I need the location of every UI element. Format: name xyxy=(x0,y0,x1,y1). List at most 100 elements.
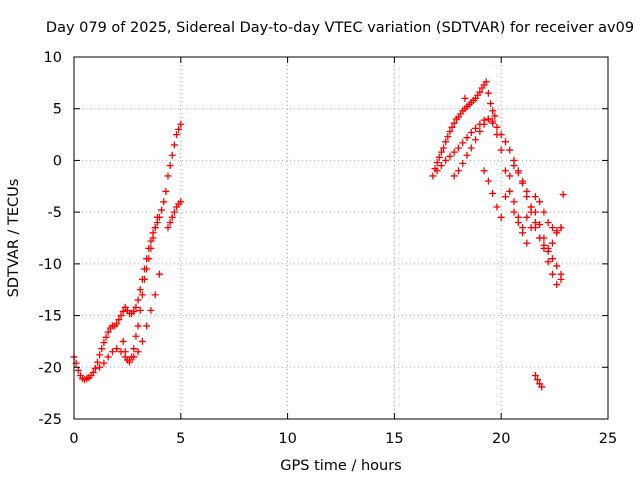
data-point xyxy=(553,281,561,289)
data-point xyxy=(170,208,178,216)
data-point xyxy=(557,275,565,283)
data-point xyxy=(540,208,548,216)
data-point xyxy=(472,124,480,132)
data-point xyxy=(544,258,552,266)
data-point xyxy=(149,234,157,242)
data-point xyxy=(510,162,518,170)
data-point xyxy=(155,270,163,278)
data-point xyxy=(444,133,452,141)
data-point xyxy=(538,383,546,391)
data-point xyxy=(93,358,101,366)
data-point xyxy=(557,224,565,232)
data-point xyxy=(113,320,121,328)
data-point xyxy=(91,364,99,372)
data-point xyxy=(450,119,458,127)
data-point xyxy=(145,255,153,263)
data-point xyxy=(506,146,514,154)
data-point xyxy=(102,333,110,341)
data-point xyxy=(437,162,445,170)
x-tick-labels: 0 5 10 15 20 25 xyxy=(69,431,617,447)
data-point xyxy=(540,234,548,242)
data-point xyxy=(531,193,539,201)
data-point xyxy=(166,218,174,226)
data-point xyxy=(536,221,544,229)
data-point xyxy=(497,213,505,221)
data-point xyxy=(548,224,556,232)
data-point xyxy=(531,218,539,226)
data-point xyxy=(506,172,514,180)
data-point xyxy=(130,307,138,315)
data-point xyxy=(548,255,556,263)
data-point xyxy=(489,119,497,127)
data-point xyxy=(74,366,82,374)
data-point xyxy=(433,167,441,175)
data-point xyxy=(463,151,471,159)
data-point xyxy=(440,144,448,152)
data-point xyxy=(448,123,456,131)
data-point xyxy=(527,224,535,232)
data-point xyxy=(527,203,535,211)
data-point xyxy=(147,244,155,252)
y-axis-label: SDTVAR / TECUs xyxy=(6,179,22,298)
y-tick-label: 5 xyxy=(53,102,62,118)
data-point xyxy=(510,198,518,206)
data-point xyxy=(553,262,561,270)
data-point xyxy=(147,306,155,314)
data-point xyxy=(177,198,185,206)
data-point xyxy=(170,141,178,149)
data-point xyxy=(459,160,467,168)
data-point xyxy=(484,115,492,123)
x-tick-label: 5 xyxy=(176,431,185,447)
data-point xyxy=(523,239,531,247)
data-point xyxy=(132,332,140,340)
chart-title: Day 079 of 2025, Sidereal Day-to-day VTE… xyxy=(46,20,634,36)
data-point xyxy=(104,353,112,361)
data-point xyxy=(442,138,450,146)
data-point xyxy=(119,307,127,315)
x-tick-label: 10 xyxy=(278,431,296,447)
data-point xyxy=(96,351,104,359)
data-point xyxy=(497,146,505,154)
y-tick-label: -15 xyxy=(38,309,62,325)
data-points xyxy=(70,78,567,391)
data-point xyxy=(454,144,462,152)
data-point xyxy=(173,131,181,139)
data-point xyxy=(559,191,567,199)
data-point xyxy=(514,169,522,177)
data-point xyxy=(143,265,151,273)
data-point xyxy=(437,148,445,156)
data-point xyxy=(96,363,104,371)
x-tick-label: 25 xyxy=(599,431,617,447)
data-point xyxy=(168,151,176,159)
data-point xyxy=(493,203,501,211)
data-point xyxy=(130,345,138,353)
data-point xyxy=(450,148,458,156)
data-point xyxy=(519,177,527,185)
data-point xyxy=(463,134,471,142)
data-point xyxy=(136,306,144,314)
data-point xyxy=(158,206,166,214)
data-point xyxy=(454,167,462,175)
data-point xyxy=(476,88,484,96)
data-point xyxy=(153,213,161,221)
data-point xyxy=(175,125,183,133)
data-point xyxy=(531,208,539,216)
data-point xyxy=(519,229,527,237)
data-point xyxy=(484,89,492,97)
x-axis-label: GPS time / hours xyxy=(280,458,401,474)
data-point xyxy=(531,372,539,380)
data-point xyxy=(117,312,125,320)
data-point xyxy=(514,213,522,221)
data-point xyxy=(482,78,490,86)
data-point xyxy=(128,353,136,361)
data-point xyxy=(476,127,484,135)
data-point xyxy=(472,136,480,144)
data-point xyxy=(115,316,123,324)
data-point xyxy=(138,337,146,345)
data-point xyxy=(136,286,144,294)
data-point xyxy=(119,337,127,345)
y-tick-labels: -25 -20 -15 -10 -5 0 5 10 xyxy=(38,50,62,428)
data-point xyxy=(121,348,129,356)
y-tick-label: 0 xyxy=(53,153,62,169)
